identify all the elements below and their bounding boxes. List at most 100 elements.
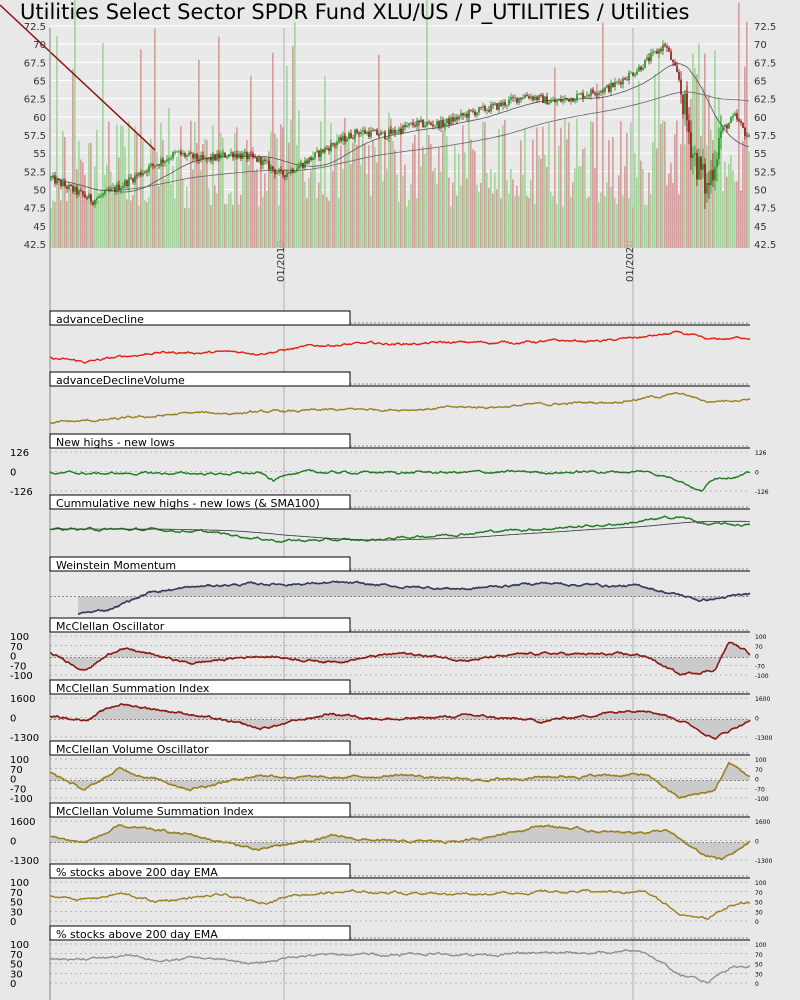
panel-area-fill [50, 824, 750, 860]
candle-body [536, 96, 538, 100]
candle-body [114, 187, 116, 192]
candle-body [566, 97, 568, 99]
candle-body [142, 172, 144, 176]
panel-ytick-right: 0 [755, 981, 759, 988]
price-ytick-right: 50 [754, 186, 767, 197]
volume-bar [292, 46, 294, 249]
candle-body [190, 152, 192, 154]
volume-bar [252, 147, 254, 248]
volume-bar [256, 169, 258, 248]
panel-ytick-right: 100 [755, 757, 767, 764]
panel-label: Cummulative new highs - new lows (& SMA1… [56, 497, 320, 510]
volume-bar [648, 172, 650, 248]
candle-body [526, 95, 528, 97]
volume-bar [416, 198, 418, 248]
candle-body [416, 120, 418, 127]
volume-bar [474, 151, 476, 248]
volume-bar [74, 0, 76, 249]
volume-bar [680, 144, 682, 248]
candle-body [266, 160, 268, 162]
candle-body [54, 175, 56, 184]
candle-body [324, 147, 326, 153]
volume-bar [326, 197, 328, 248]
candle-body [90, 194, 92, 202]
candle-body [480, 107, 482, 108]
candle-body [636, 71, 638, 75]
panel-ytick-left: -1300 [10, 856, 39, 867]
candle-body [524, 95, 526, 99]
volume-bar [596, 83, 598, 249]
candle-body [74, 186, 76, 192]
candle-body [534, 96, 536, 100]
volume-bar [398, 201, 400, 248]
candle-body [188, 152, 190, 156]
volume-bar [358, 131, 360, 248]
candle-body [82, 191, 84, 195]
volume-bar [486, 172, 488, 248]
volume-bar [468, 113, 470, 249]
volume-bar [714, 50, 716, 248]
volume-bar [690, 98, 692, 248]
candle-body [622, 78, 624, 85]
volume-bar [400, 122, 402, 248]
candle-body [740, 121, 742, 124]
volume-bar [736, 181, 738, 248]
volume-bar [446, 136, 448, 248]
volume-bar [284, 169, 286, 248]
candle-body [652, 51, 654, 54]
candle-body [198, 159, 200, 161]
volume-bar [176, 156, 178, 248]
volume-bar [460, 185, 462, 248]
candle-body [304, 160, 306, 168]
candle-body [110, 188, 112, 191]
candle-body [390, 129, 392, 134]
candle-body [152, 163, 154, 166]
volume-bar [236, 127, 238, 248]
candle-body [280, 169, 282, 171]
candle-body [308, 157, 310, 164]
candle-body [504, 101, 506, 106]
candle-body [498, 102, 500, 110]
candle-body [546, 96, 548, 105]
price-ytick-left: 62.5 [24, 95, 46, 106]
volume-bar [732, 170, 734, 248]
candle-body [640, 66, 642, 70]
volume-bar [68, 187, 70, 248]
panel-label: % stocks above 200 day EMA [56, 866, 218, 879]
volume-bar [642, 169, 644, 248]
panel-series-line [49, 761, 750, 799]
volume-bar [436, 184, 438, 248]
price-xtick: 01/2019 [276, 240, 287, 282]
price-ytick-right: 70 [754, 40, 767, 51]
candle-body [744, 127, 746, 136]
volume-bar [582, 149, 584, 248]
volume-bar [380, 138, 382, 248]
volume-bar [306, 198, 308, 248]
candle-body [306, 160, 308, 164]
volume-bar [136, 134, 138, 248]
candle-body [458, 116, 460, 120]
panel-ytick-left: 100 [10, 632, 29, 643]
volume-bar [562, 206, 564, 248]
volume-bar [674, 134, 676, 248]
candle-body [174, 152, 176, 153]
candle-body [718, 137, 720, 160]
panel-ytick-left: 0 [10, 979, 16, 990]
volume-bar [450, 206, 452, 248]
panel-ytick-left: -70 [10, 661, 26, 672]
volume-bar [168, 107, 170, 248]
candle-body [530, 96, 532, 99]
candle-body [218, 153, 220, 159]
volume-bar [424, 153, 426, 248]
volume-bar [240, 194, 242, 248]
candle-body [576, 94, 578, 101]
candle-body [254, 156, 256, 158]
volume-bar [156, 151, 158, 248]
volume-bar [672, 183, 674, 248]
candle-body [282, 170, 284, 176]
candle-body [234, 153, 236, 158]
volume-bar [324, 76, 326, 249]
candle-body [738, 119, 740, 122]
